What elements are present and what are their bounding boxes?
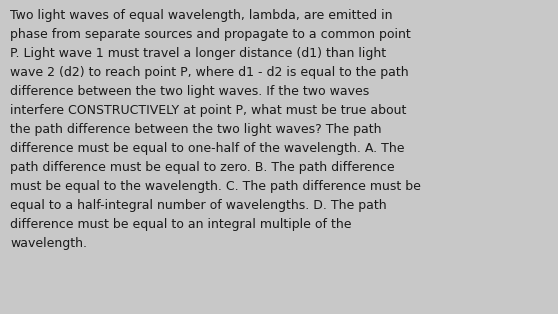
Text: Two light waves of equal wavelength, lambda, are emitted in
phase from separate : Two light waves of equal wavelength, lam… xyxy=(10,9,421,251)
